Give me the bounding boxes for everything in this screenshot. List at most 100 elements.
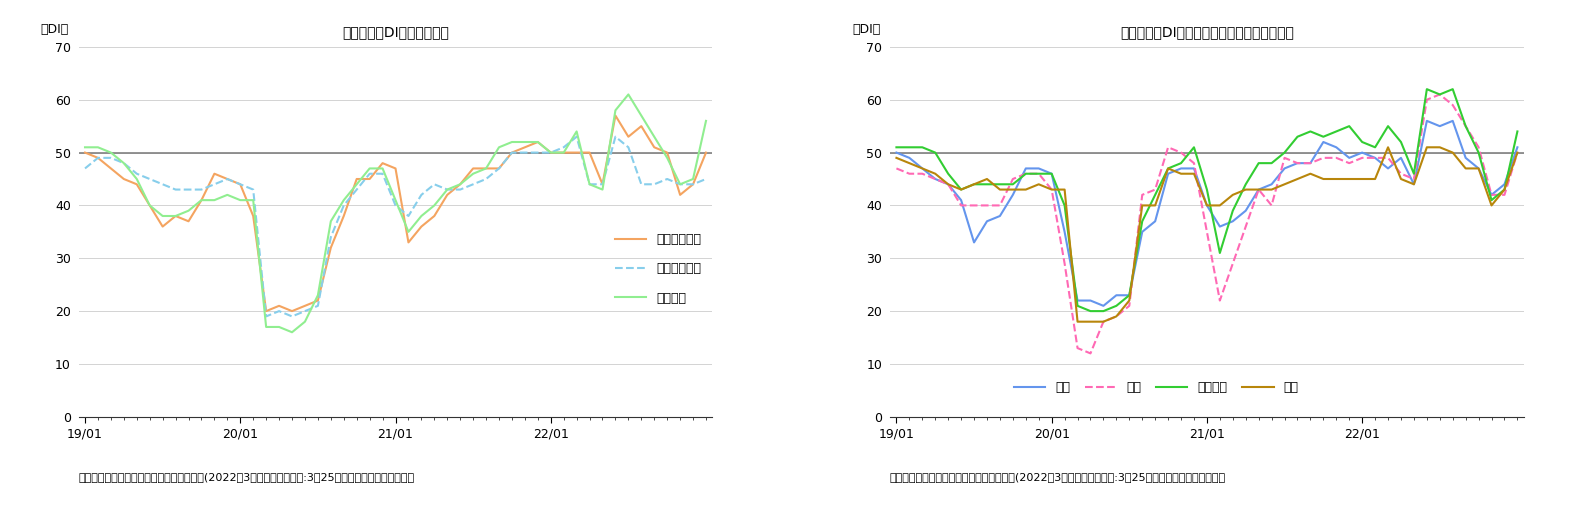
家計動向関連 — [88, 155, 107, 161]
小売 — [1159, 170, 1178, 177]
企業動向関連 — [308, 303, 327, 309]
住宅 — [1236, 187, 1255, 193]
雇用関連 — [632, 113, 650, 119]
飲食 — [1444, 102, 1463, 108]
家計動向関連 — [619, 133, 638, 140]
家計動向関連 — [503, 150, 522, 156]
小売 — [1365, 155, 1384, 161]
家計動向関連 — [542, 150, 561, 156]
飲食 — [1029, 170, 1048, 177]
小売 — [900, 155, 919, 161]
小売 — [1469, 165, 1488, 171]
住宅 — [1353, 176, 1371, 182]
サービス — [977, 181, 996, 188]
雇用関連 — [399, 229, 418, 235]
住宅 — [1093, 318, 1112, 325]
サービス — [900, 144, 919, 151]
企業動向関連 — [632, 181, 650, 188]
雇用関連 — [658, 155, 677, 161]
雇用関連 — [671, 181, 690, 188]
企業動向関連 — [438, 187, 457, 193]
家計動向関連 — [438, 192, 457, 198]
家計動向関連 — [204, 170, 223, 177]
飲食 — [1404, 176, 1423, 182]
サービス — [952, 187, 971, 193]
サービス — [1469, 150, 1488, 156]
サービス — [1276, 150, 1295, 156]
飲食 — [1197, 229, 1216, 235]
家計動向関連 — [644, 144, 663, 151]
家計動向関連 — [632, 123, 650, 129]
飲食 — [1093, 318, 1112, 325]
飲食 — [965, 202, 983, 208]
飲食 — [888, 165, 906, 171]
住宅 — [1224, 192, 1243, 198]
飲食 — [1224, 260, 1243, 267]
サービス — [1081, 308, 1100, 314]
住宅 — [1042, 187, 1060, 193]
小売 — [1145, 218, 1164, 225]
企業動向関連 — [542, 150, 561, 156]
企業動向関連 — [528, 150, 547, 156]
サービス — [1004, 181, 1023, 188]
飲食 — [990, 202, 1009, 208]
住宅 — [1262, 187, 1280, 193]
雇用関連 — [283, 329, 302, 336]
企業動向関連 — [412, 192, 430, 198]
家計動向関連 — [322, 244, 341, 251]
企業動向関連 — [127, 170, 146, 177]
家計動向関連 — [696, 150, 715, 156]
Title: 先行き判断DI（家計動向関連）の内訳の推移: 先行き判断DI（家計動向関連）の内訳の推移 — [1120, 25, 1295, 39]
住宅 — [1469, 165, 1488, 171]
企業動向関連 — [658, 176, 677, 182]
雇用関連 — [115, 160, 134, 166]
企業動向関連 — [606, 133, 625, 140]
住宅 — [888, 155, 906, 161]
サービス — [1185, 144, 1203, 151]
企業動向関連 — [154, 181, 173, 188]
雇用関連 — [594, 187, 613, 193]
雇用関連 — [683, 176, 702, 182]
飲食 — [1508, 150, 1527, 156]
雇用関連 — [606, 107, 625, 114]
Line: 小売: 小売 — [897, 121, 1518, 306]
雇用関連 — [542, 150, 561, 156]
飲食 — [1236, 224, 1255, 230]
企業動向関連 — [88, 155, 107, 161]
サービス — [1417, 86, 1436, 92]
小売 — [1068, 297, 1087, 304]
家計動向関連 — [127, 181, 146, 188]
サービス — [1301, 128, 1320, 134]
住宅 — [1417, 144, 1436, 151]
雇用関連 — [580, 181, 599, 188]
住宅 — [1444, 150, 1463, 156]
住宅 — [1404, 181, 1423, 188]
住宅 — [1313, 176, 1332, 182]
サービス — [1379, 123, 1398, 129]
小売 — [1056, 229, 1075, 235]
飲食 — [1056, 260, 1075, 267]
家計動向関連 — [412, 224, 430, 230]
住宅 — [990, 187, 1009, 193]
企業動向関連 — [490, 165, 509, 171]
飲食 — [1379, 155, 1398, 161]
小売 — [1481, 192, 1500, 198]
Line: 企業動向関連: 企業動向関連 — [85, 137, 705, 316]
小売 — [1093, 303, 1112, 309]
飲食 — [1313, 155, 1332, 161]
小売 — [1236, 207, 1255, 214]
小売 — [952, 197, 971, 203]
小売 — [1029, 165, 1048, 171]
小売 — [977, 218, 996, 225]
雇用関連 — [374, 165, 393, 171]
雇用関連 — [515, 139, 534, 145]
雇用関連 — [490, 144, 509, 151]
家計動向関連 — [179, 218, 198, 225]
企業動向関連 — [451, 187, 470, 193]
Line: 雇用関連: 雇用関連 — [85, 94, 705, 332]
飲食 — [1288, 160, 1307, 166]
住宅 — [939, 181, 958, 188]
雇用関連 — [528, 139, 547, 145]
家計動向関連 — [231, 181, 250, 188]
企業動向関連 — [580, 181, 599, 188]
